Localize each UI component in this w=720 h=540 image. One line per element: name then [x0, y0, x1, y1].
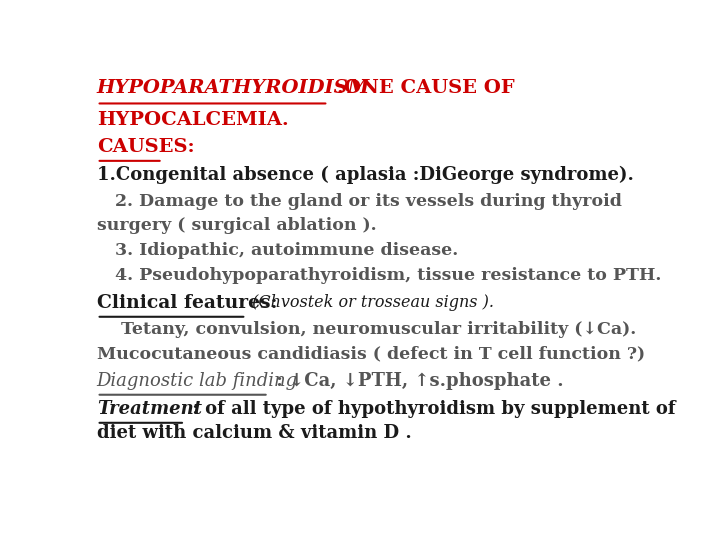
Text: 2. Damage to the gland or its vessels during thyroid: 2. Damage to the gland or its vessels du… [96, 193, 621, 211]
Text: :ONE CAUSE OF: :ONE CAUSE OF [330, 79, 515, 97]
Text: : ↓Ca, ↓PTH, ↑s.phosphate .: : ↓Ca, ↓PTH, ↑s.phosphate . [270, 372, 563, 390]
Text: HYPOCALCEMIA.: HYPOCALCEMIA. [96, 111, 289, 129]
Text: surgery ( surgical ablation ).: surgery ( surgical ablation ). [96, 217, 377, 234]
Text: : of all type of hypothyroidism by supplement of: : of all type of hypothyroidism by suppl… [186, 400, 675, 418]
Text: Clinical features:: Clinical features: [96, 294, 277, 312]
Text: 3. Idiopathic, autoimmune disease.: 3. Idiopathic, autoimmune disease. [96, 242, 458, 259]
Text: CAUSES:: CAUSES: [96, 138, 194, 156]
Text: diet with calcium & vitamin D .: diet with calcium & vitamin D . [96, 424, 411, 442]
Text: HYPOPARATHYROIDISM: HYPOPARATHYROIDISM [96, 79, 370, 97]
Text: Mucocutaneous candidiasis ( defect in T cell function ?): Mucocutaneous candidiasis ( defect in T … [96, 345, 645, 362]
Text: Diagnostic lab finding: Diagnostic lab finding [96, 372, 298, 390]
Text: (Chvostek or trosseau signs ).: (Chvostek or trosseau signs ). [248, 294, 495, 311]
Text: 1.Congenital absence ( aplasia :DiGeorge syndrome).: 1.Congenital absence ( aplasia :DiGeorge… [96, 165, 634, 184]
Text: Treatment: Treatment [96, 400, 202, 418]
Text: 49: 49 [694, 511, 719, 529]
Text: Tetany, convulsion, neuromuscular irritability (↓Ca).: Tetany, convulsion, neuromuscular irrita… [96, 321, 636, 338]
Text: 4. Pseudohypoparathyroidism, tissue resistance to PTH.: 4. Pseudohypoparathyroidism, tissue resi… [96, 267, 661, 284]
